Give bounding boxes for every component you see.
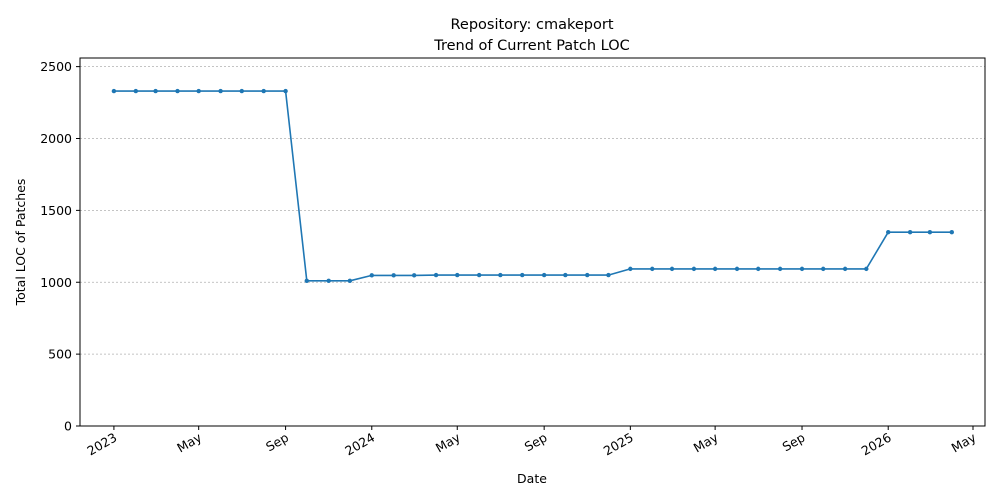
chart-title-line2: Trend of Current Patch LOC [433, 38, 629, 54]
data-point [369, 273, 374, 278]
data-point [650, 266, 655, 272]
data-point [949, 230, 954, 235]
data-point [585, 272, 590, 278]
data-point [842, 266, 848, 272]
data-point [326, 278, 331, 284]
data-point [712, 266, 718, 272]
data-point [175, 88, 180, 94]
data-point [411, 273, 417, 278]
data-point [239, 88, 244, 94]
data-point [886, 230, 891, 235]
data-point [498, 272, 503, 278]
data-point [756, 266, 761, 272]
data-point [927, 230, 933, 235]
plot-frame [79, 57, 986, 427]
data-point [606, 272, 611, 278]
data-point [476, 272, 482, 278]
data-point [455, 272, 460, 278]
series-points-layer [111, 88, 954, 284]
data-point [391, 273, 396, 278]
y-tick-label: 1500 [40, 203, 72, 218]
data-point [777, 266, 783, 272]
data-point [541, 272, 547, 278]
y-axis-label: Total LOC of Patches [13, 179, 28, 307]
data-point [669, 266, 675, 272]
y-tick-label: 2000 [40, 131, 72, 146]
series-line-layer [113, 90, 952, 282]
data-point [153, 88, 158, 94]
data-point [799, 266, 805, 272]
x-axis-label: Date [517, 471, 547, 486]
y-tick-label: 2500 [40, 59, 72, 74]
y-axis-ticks: 0 500 1000 1500 2000 2500 [40, 59, 80, 434]
data-point [304, 278, 309, 284]
data-point [821, 266, 826, 272]
data-point [433, 272, 439, 278]
data-point [196, 88, 201, 94]
chart-title-line1: Repository: cmakeport [450, 17, 613, 33]
data-point [864, 266, 869, 272]
series-line [113, 90, 952, 282]
y-tick-label: 0 [64, 419, 72, 434]
data-point [347, 278, 353, 284]
data-point [261, 88, 266, 94]
data-point [691, 266, 697, 272]
data-point [111, 88, 117, 94]
data-point [218, 88, 223, 94]
data-point [628, 266, 633, 272]
data-point [283, 88, 288, 94]
data-point [563, 272, 568, 278]
y-tick-label: 500 [48, 347, 72, 362]
y-tick-label: 1000 [40, 275, 72, 290]
data-point [734, 266, 740, 272]
data-point [133, 88, 139, 94]
data-point [907, 230, 913, 235]
data-point [520, 272, 525, 278]
